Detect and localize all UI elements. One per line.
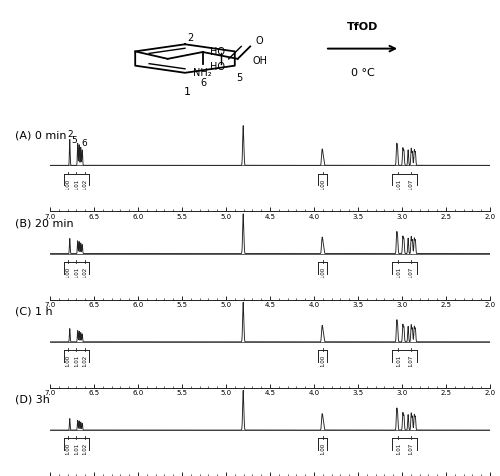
Text: 1.00: 1.00 [320,354,326,367]
Text: 5: 5 [236,73,243,83]
Text: 1.00: 1.00 [66,354,70,367]
Text: (A) 0 min: (A) 0 min [15,130,66,140]
Text: 1.00: 1.00 [320,178,326,190]
Text: 1.01: 1.01 [396,442,401,455]
Text: 1.02: 1.02 [82,442,87,455]
Text: 1.01: 1.01 [74,266,79,278]
Text: (C) 1 h: (C) 1 h [15,306,52,316]
Text: 1.00: 1.00 [66,266,70,278]
Text: 1.07: 1.07 [408,354,414,367]
Text: 6: 6 [200,78,206,87]
Text: 1.00: 1.00 [66,442,70,455]
Text: 1.07: 1.07 [408,442,414,455]
Text: 1.00: 1.00 [320,442,326,455]
Text: 1: 1 [184,87,191,97]
Text: TfOD: TfOD [347,22,378,32]
Text: 1.02: 1.02 [82,354,87,367]
Text: 6: 6 [82,139,87,148]
Text: 1.02: 1.02 [82,178,87,190]
Text: O: O [255,36,263,46]
Text: 5: 5 [71,136,77,145]
Text: 2: 2 [187,33,193,43]
Text: HO: HO [210,47,225,57]
Text: 1.07: 1.07 [408,266,414,278]
Text: 1.01: 1.01 [74,178,79,190]
Text: 1.02: 1.02 [82,266,87,278]
Text: 1.07: 1.07 [408,178,414,190]
Text: 1.01: 1.01 [396,354,401,367]
Text: (D) 3h: (D) 3h [15,394,50,404]
Text: 0 °C: 0 °C [350,68,374,78]
Text: (B) 20 min: (B) 20 min [15,218,74,228]
Text: 1.00: 1.00 [320,266,326,278]
Text: 1.01: 1.01 [396,178,401,190]
Text: 1.01: 1.01 [396,266,401,278]
Text: OH: OH [252,56,268,66]
Text: 2: 2 [67,130,72,139]
Text: 1.01: 1.01 [74,442,79,455]
Text: 1.00: 1.00 [66,178,70,190]
Text: HO: HO [210,61,225,71]
Text: 1.01: 1.01 [74,354,79,367]
Text: NH₂: NH₂ [194,68,212,78]
